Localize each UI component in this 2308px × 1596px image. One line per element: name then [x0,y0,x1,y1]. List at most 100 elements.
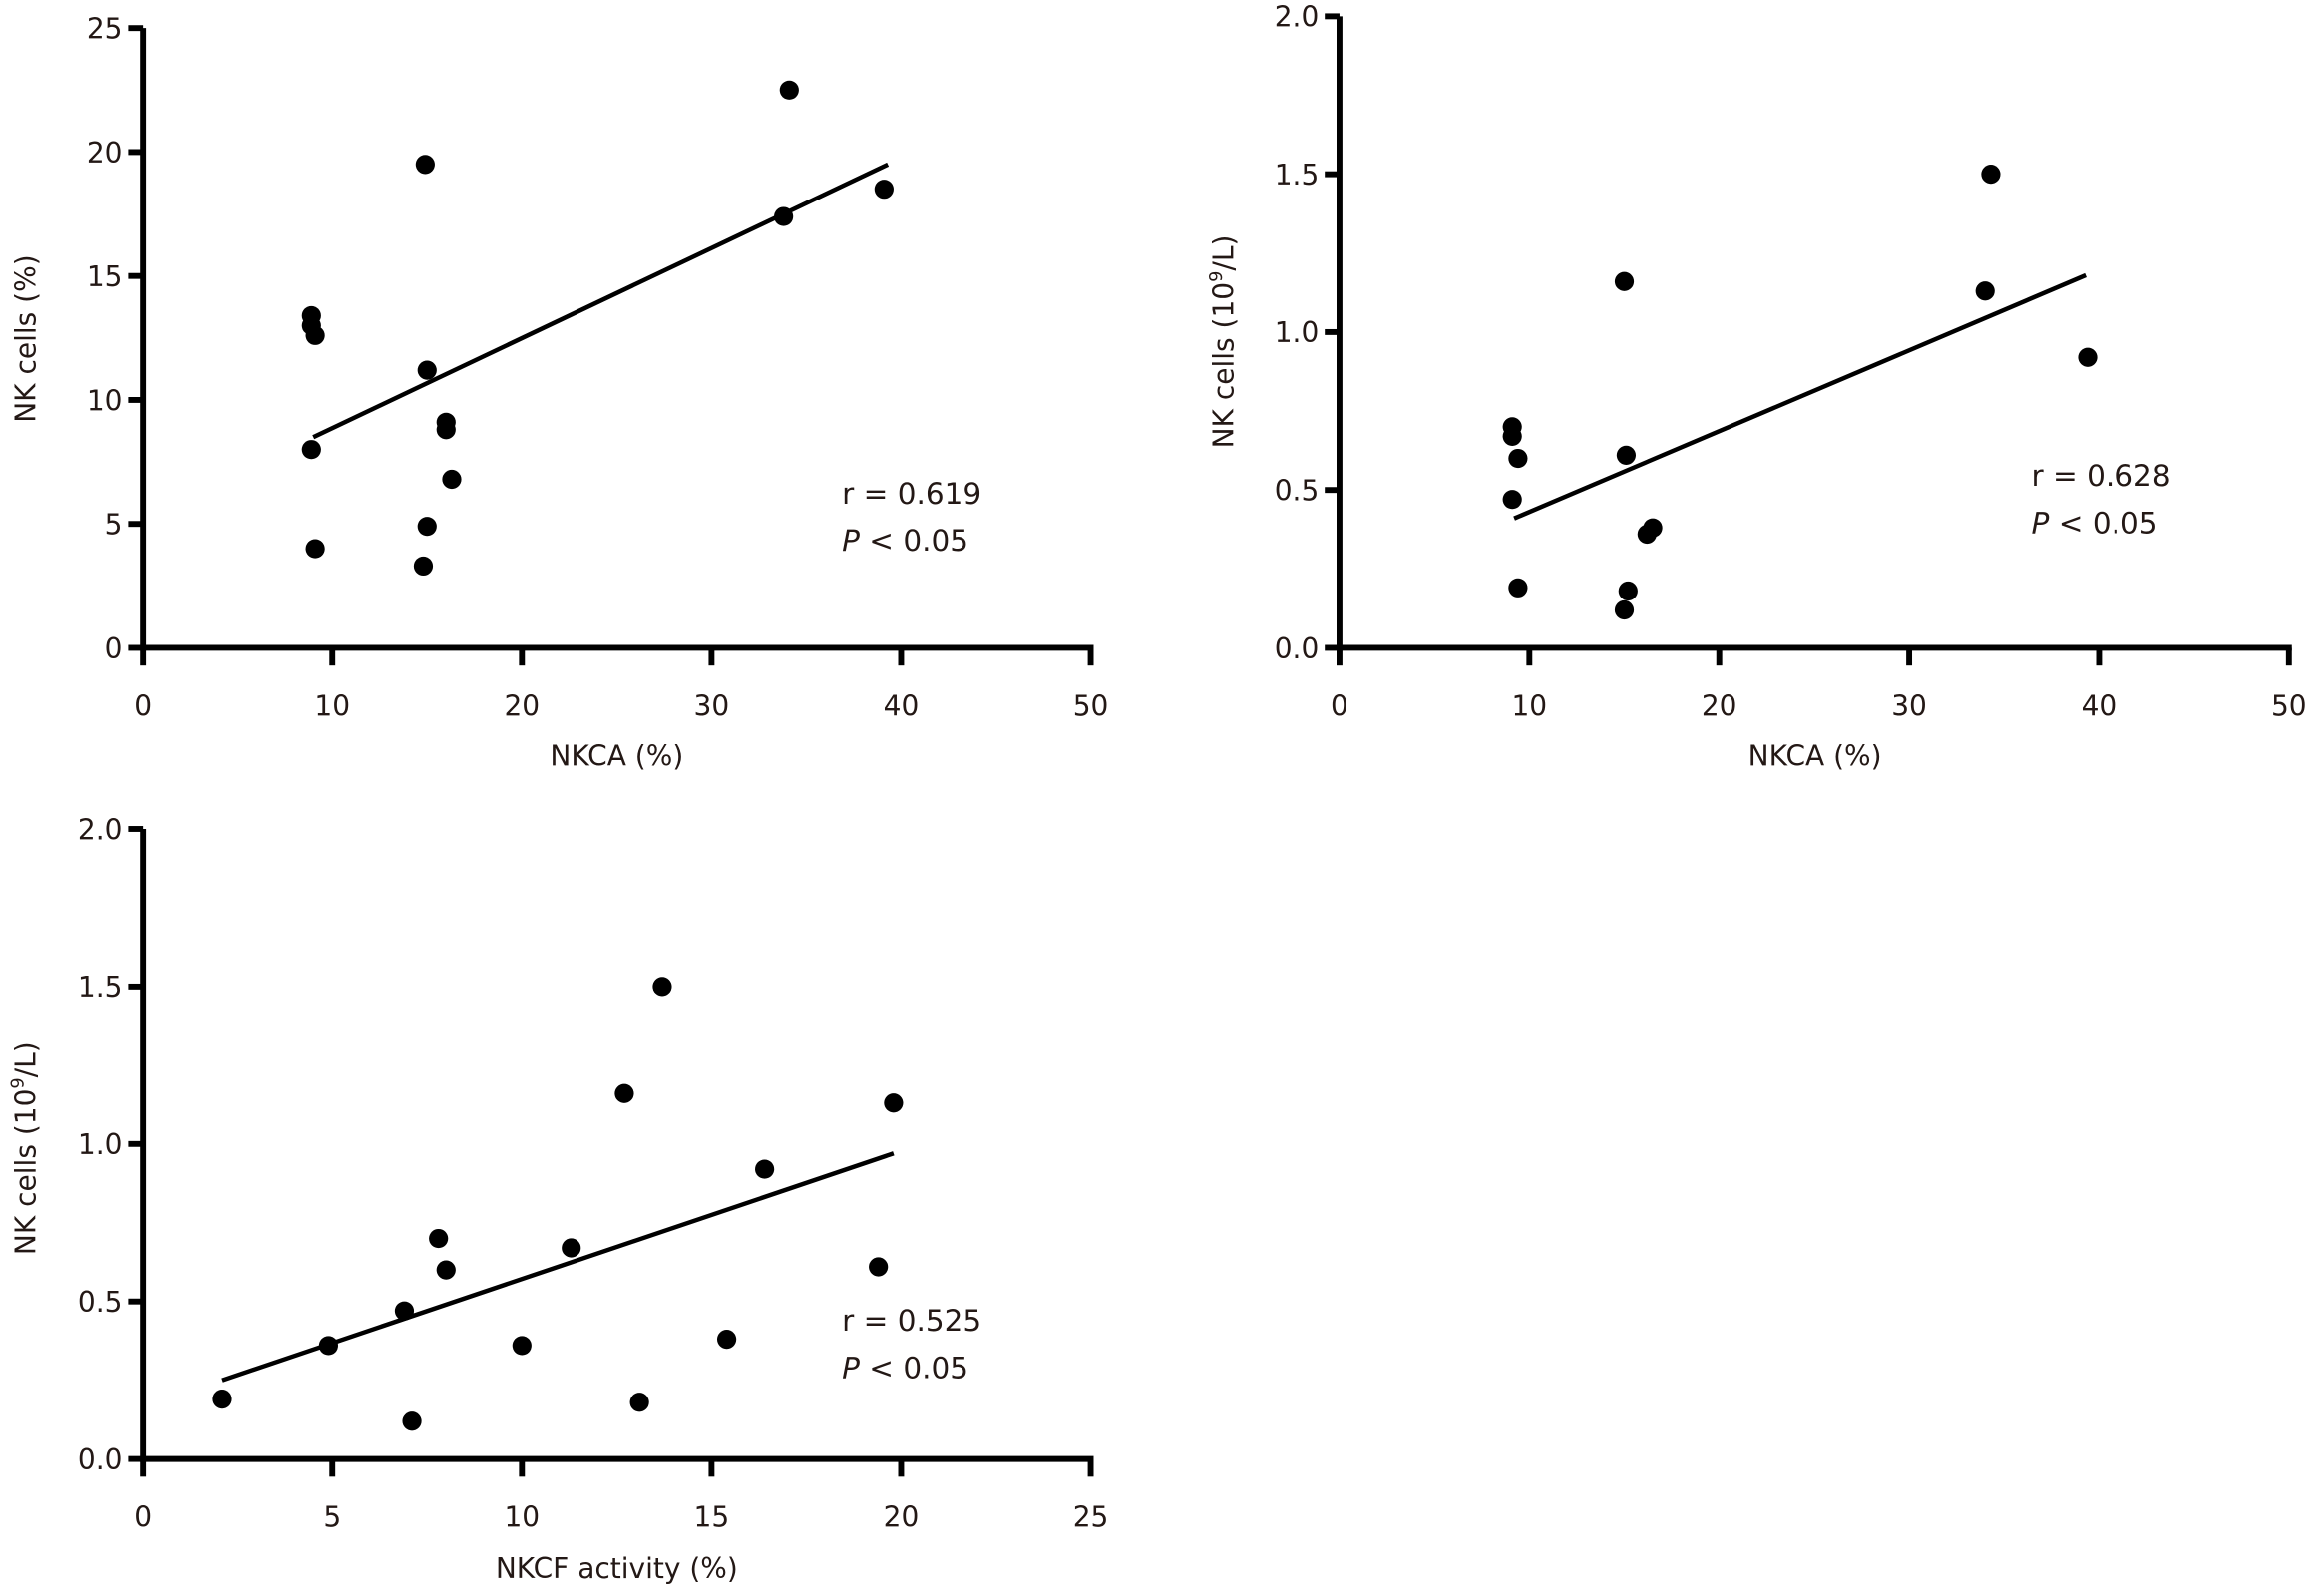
data-point [774,206,794,226]
x-axis-label: NKCA (%) [550,740,683,773]
data-point [413,556,434,577]
x-tick-label: 20 [504,689,540,722]
data-point [1975,281,1995,301]
p-symbol: P [842,524,860,558]
y-label-tail: /L) [1208,235,1241,271]
x-tick-label: 50 [1073,689,1109,722]
data-point [318,1336,339,1356]
x-tick-label: 10 [1511,689,1547,722]
x-axis-label: NKCF activity (%) [496,1552,738,1585]
regression-line [1513,272,2087,521]
data-point [652,977,672,997]
x-axis-label: NKCA (%) [1748,740,1882,773]
data-point [1981,165,2001,185]
scatter-panel-nkcf-vs-nk-count: 0.0 0.5 1.0 1.5 2.0 0 5 10 15 20 25 NKCF activity … [9,813,1109,1585]
x-tick-label: 5 [323,1501,341,1534]
data-point [874,180,894,200]
data-point [1508,448,1528,469]
data-point [1502,426,1522,446]
data-point [442,469,462,490]
data-point [429,1228,449,1249]
p-value: P < 0.05 [842,524,968,558]
data-point [305,539,325,559]
correlation-r: r = 0.628 [2032,459,2171,493]
data-point [869,1257,889,1277]
y-tick-label: 1.5 [78,971,123,1003]
data-point [1616,445,1637,465]
x-tick-label: 40 [2082,689,2117,722]
y-axis-label: NK cells (%) [9,254,42,422]
x-tick-label: 0 [134,689,152,722]
y-axis-label: NK cells (109/L) [9,1041,43,1255]
x-tick-label: 0 [134,1501,152,1534]
p-value: P < 0.05 [2032,506,2158,540]
data-point [305,325,325,345]
data-point [1618,581,1638,601]
x-tick-label: 20 [884,1501,920,1534]
x-tick-label: 0 [1331,689,1348,722]
x-tick-label: 50 [2271,689,2307,722]
data-point [212,1390,232,1409]
p-symbol: P [842,1351,860,1385]
y-tick-label: 5 [105,509,123,542]
data-point [1614,271,1635,291]
data-point [394,1301,415,1321]
x-tick-label: 10 [314,689,350,722]
data-point [884,1093,904,1113]
p-value: P < 0.05 [842,1351,968,1385]
x-tick-label: 30 [1891,689,1927,722]
data-point [415,155,435,175]
data-point [1508,578,1528,598]
y-tick-label: 0.5 [1275,475,1320,508]
y-tick-label: 20 [87,137,123,170]
data-point [436,1260,456,1280]
data-point [629,1393,649,1412]
y-tick-label: 0.0 [78,1443,123,1476]
data-point [1502,490,1522,510]
y-tick-label: 2.0 [1275,1,1320,34]
x-tick-label: 20 [1702,689,1737,722]
y-tick-label: 1.0 [78,1128,123,1161]
y-tick-label: 1.5 [1275,159,1320,192]
data-point [512,1336,532,1356]
p-text: < 0.05 [2049,506,2157,540]
y-tick-label: 1.0 [1275,316,1320,349]
x-tick-label: 40 [884,689,920,722]
y-tick-label: 15 [87,260,123,293]
plot-area: 0.0 0.5 1.0 1.5 2.0 0 10 20 30 40 50 [1275,1,2307,723]
data-point [402,1411,422,1431]
data-point [2078,347,2098,367]
data-point [716,1330,737,1350]
data-point [417,360,437,380]
data-point [779,80,799,100]
p-symbol: P [2032,506,2050,540]
y-tick-label: 25 [87,13,123,46]
correlation-r: r = 0.619 [842,477,981,511]
data-point [614,1083,634,1103]
p-text: < 0.05 [860,524,968,558]
y-label-main: NK cells (10 [9,1089,42,1256]
y-label-superscript: 9 [1207,271,1227,282]
data-point [1643,518,1663,538]
data-point [301,440,321,460]
data-point [755,1159,775,1179]
data-point [436,420,456,440]
x-tick-label: 30 [694,689,730,722]
y-label-superscript: 9 [9,1077,29,1088]
correlation-r: r = 0.525 [842,1304,981,1338]
y-axis-label: NK cells (109/L) [1207,235,1241,449]
data-point [417,517,437,537]
data-point [1614,599,1635,620]
y-label-main: NK cells (10 [1208,282,1241,449]
scatter-panel-nkca-vs-nk-percent: 0 5 10 15 20 25 0 10 20 30 40 50 NKCA (%) NK cells … [9,13,1108,773]
plot-area: 0 5 10 15 20 25 0 10 20 30 40 50 [87,13,1109,723]
y-tick-label: 0 [105,632,123,665]
p-text: < 0.05 [860,1351,968,1385]
data-point [562,1238,581,1258]
y-tick-label: 0.0 [1275,632,1320,665]
regression-line [312,162,890,440]
plot-area: 0.0 0.5 1.0 1.5 2.0 0 5 10 15 20 25 [78,813,1108,1533]
x-tick-label: 25 [1073,1501,1109,1534]
x-tick-label: 10 [504,1501,540,1534]
